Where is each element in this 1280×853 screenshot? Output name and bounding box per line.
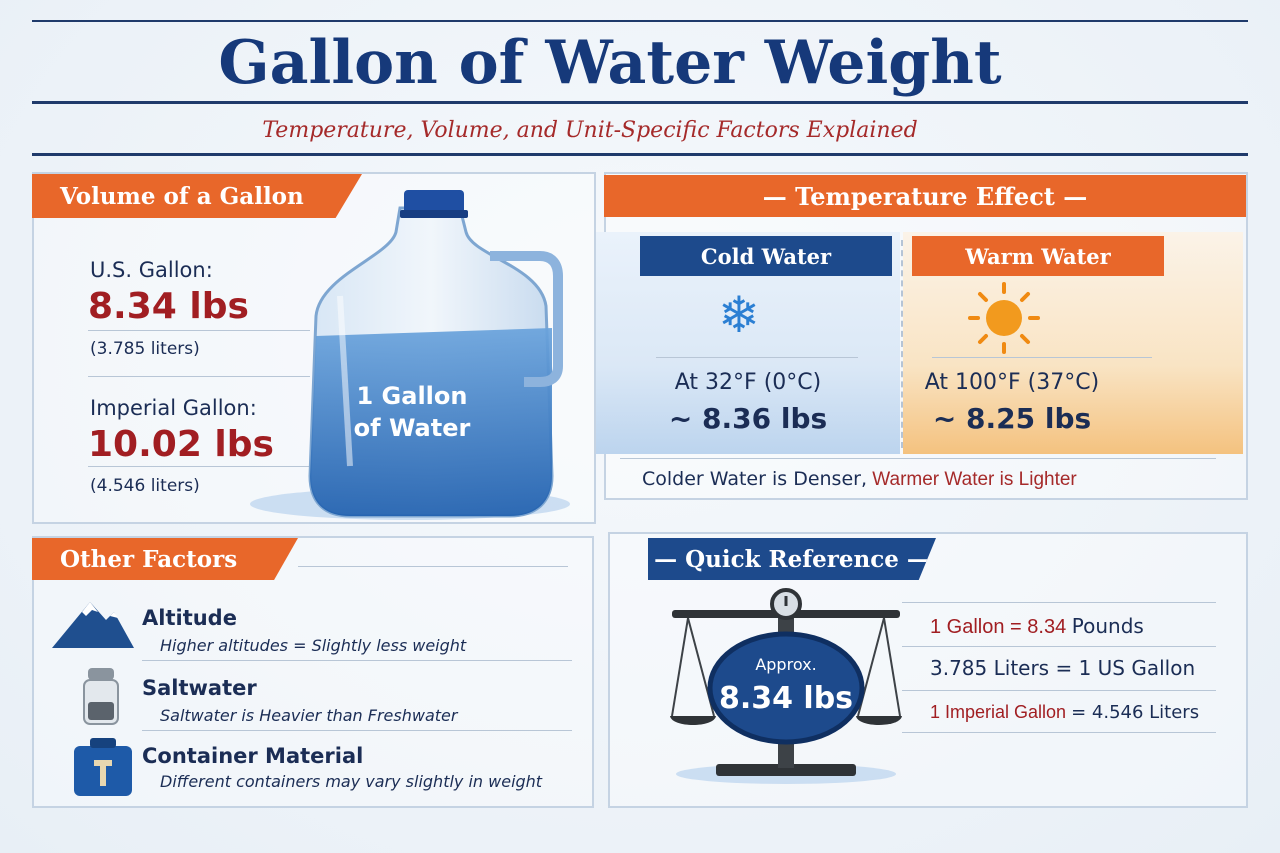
factor-altitude-desc: Higher altitudes = Slightly less weight <box>160 636 467 655</box>
reference-rule-3 <box>902 732 1216 733</box>
reference-rule-0 <box>902 602 1216 603</box>
factors-banner-rule <box>298 566 568 567</box>
temperature-banner: — Temperature Effect — <box>604 175 1246 217</box>
volume-banner: Volume of a Gallon <box>32 174 362 218</box>
snowflake-icon: ❄ <box>718 287 760 343</box>
us-gallon-label: U.S. Gallon: <box>90 258 213 282</box>
water-jug-icon: 1 Gallon of Water <box>250 190 570 520</box>
factor-altitude-title: Altitude <box>142 606 237 630</box>
reference-row-3-dark: = 4.546 Liters <box>1071 702 1200 723</box>
imperial-gallon-label: Imperial Gallon: <box>90 396 257 420</box>
reference-row-1-dark: Pounds <box>1071 614 1144 638</box>
cold-divider <box>656 357 858 358</box>
factor-container-title: Container Material <box>142 744 364 768</box>
factor-saltwater-desc: Saltwater is Heavier than Freshwater <box>160 706 458 725</box>
us-gallon-weight: 8.34 lbs <box>88 286 249 327</box>
warm-water-weight: ~ 8.25 lbs <box>932 402 1092 435</box>
reference-rule-1 <box>902 646 1216 647</box>
temperature-note-red: Warmer Water is Lighter <box>872 469 1077 490</box>
warm-divider <box>932 357 1152 358</box>
salt-shaker-icon <box>83 668 119 725</box>
reference-row-1: 1 Gallon = 8.34 Pounds <box>930 614 1144 639</box>
factor-divider-2 <box>142 730 572 731</box>
reference-banner-label: — Quick Reference — <box>654 545 930 573</box>
us-gallon-liters: (3.785 liters) <box>90 339 200 359</box>
cold-water-weight: ~ 8.36 lbs <box>668 402 828 435</box>
factors-banner: Other Factors <box>32 538 298 580</box>
reference-banner: — Quick Reference — <box>648 538 936 580</box>
volume-banner-label: Volume of a Gallon <box>60 182 304 210</box>
scale-label-line2: 8.34 lbs <box>719 681 853 716</box>
warm-water-banner: Warm Water <box>912 236 1164 276</box>
reference-row-1-red: 1 Gallon = 8.34 <box>930 616 1067 638</box>
jug-label-line1: 1 Gallon <box>357 382 468 410</box>
warm-water-temp: At 100°F (37°C) <box>924 370 1100 395</box>
us-gallon-divider <box>88 330 310 331</box>
scale-label-line1: Approx. <box>755 655 816 674</box>
imperial-gallon-weight: 10.02 lbs <box>88 424 274 465</box>
cold-water-title: Cold Water <box>700 243 832 269</box>
reference-row-3-red: 1 Imperial Gallon <box>930 702 1067 722</box>
temperature-banner-label: — Temperature Effect — <box>762 181 1088 211</box>
mountain-icon <box>52 602 134 648</box>
factor-divider-1 <box>142 660 572 661</box>
temperature-note-rule <box>620 458 1216 459</box>
imperial-gallon-liters: (4.546 liters) <box>90 476 200 496</box>
factors-banner-label: Other Factors <box>60 545 238 573</box>
header-rule-top <box>32 20 1248 22</box>
jug-label-line2: of Water <box>354 414 471 442</box>
reference-row-3: 1 Imperial Gallon = 4.546 Liters <box>930 702 1199 723</box>
temperature-separator <box>901 240 903 448</box>
cold-water-temp: At 32°F (0°C) <box>674 370 822 395</box>
cold-water-banner: Cold Water <box>640 236 892 276</box>
factor-saltwater-title: Saltwater <box>142 676 257 700</box>
sun-icon <box>968 282 1040 354</box>
imperial-gallon-divider <box>88 466 310 467</box>
header-rule-mid <box>32 101 1248 104</box>
temperature-note: Colder Water is Denser, Warmer Water is … <box>642 468 1077 491</box>
reference-row-2: 3.785 Liters = 1 US Gallon <box>930 656 1196 680</box>
container-icon <box>74 738 132 796</box>
reference-rule-2 <box>902 690 1216 691</box>
page-subtitle: Temperature, Volume, and Unit-Specific F… <box>262 118 918 143</box>
header-rule-bottom <box>32 153 1248 156</box>
page-title: Gallon of Water Weight <box>218 28 1002 98</box>
factor-container-desc: Different containers may vary slightly i… <box>160 772 543 791</box>
warm-water-title: Warm Water <box>965 243 1111 269</box>
scale-icon: Approx. 8.34 lbs <box>670 588 902 784</box>
temperature-note-dark: Colder Water is Denser, <box>642 468 867 490</box>
volume-divider <box>88 376 310 377</box>
